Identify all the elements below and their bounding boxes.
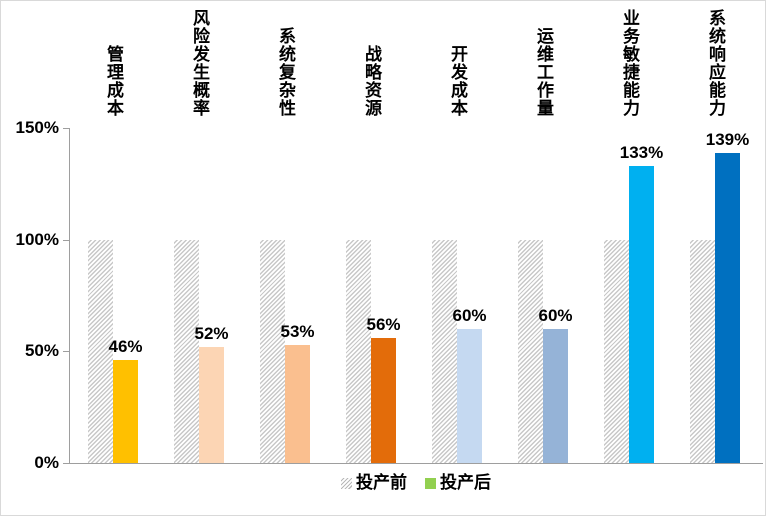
bar-before xyxy=(260,239,285,463)
category-label: 系统复杂性 xyxy=(276,27,295,117)
y-tick-mark xyxy=(63,128,69,129)
bar-before xyxy=(432,239,457,463)
bar-before xyxy=(88,239,113,463)
bar-after xyxy=(715,152,740,463)
category-label: 开发成本 xyxy=(448,45,467,117)
category-label: 系统响应能力 xyxy=(706,9,725,117)
legend-swatch-before xyxy=(341,477,352,489)
y-tick-mark xyxy=(63,463,69,464)
value-label: 60% xyxy=(452,306,487,325)
category-label: 风险发生概率 xyxy=(190,9,209,117)
legend-entry-before: 投产前 xyxy=(341,473,407,493)
x-axis-line xyxy=(63,463,763,464)
bar-before xyxy=(690,239,715,463)
bar-before xyxy=(346,239,371,463)
legend-swatch-after xyxy=(425,477,436,489)
bar-after xyxy=(457,329,482,463)
category-label: 业务敏捷能力 xyxy=(620,9,639,117)
y-axis-line xyxy=(69,128,70,463)
legend-label-before: 投产前 xyxy=(356,473,407,492)
value-label: 133% xyxy=(619,142,664,162)
value-label: 53% xyxy=(280,321,315,341)
y-tick-mark xyxy=(63,351,69,353)
bar-before xyxy=(174,239,199,463)
y-tick-mark xyxy=(63,239,69,241)
value-label: 52% xyxy=(194,323,229,343)
bar-before xyxy=(604,239,629,463)
bar-after xyxy=(371,337,396,463)
bar-after xyxy=(543,329,568,463)
category-label: 管理成本 xyxy=(104,45,123,117)
bar-after xyxy=(113,360,138,463)
legend-label-after: 投产后 xyxy=(440,473,491,492)
value-label: 46% xyxy=(108,337,143,357)
y-tick-label: 150% xyxy=(15,118,59,137)
value-label: 60% xyxy=(538,306,573,325)
bar-before xyxy=(518,239,543,463)
legend-entry-after: 投产后 xyxy=(425,473,491,493)
legend: 投产前 投产后 xyxy=(69,473,763,493)
category-label: 运维工作量 xyxy=(534,27,553,117)
category-label: 战略资源 xyxy=(362,45,381,117)
y-tick-label: 100% xyxy=(15,229,59,249)
value-label: 139% xyxy=(705,129,750,149)
bar-after xyxy=(285,344,310,463)
y-tick-label: 0% xyxy=(34,453,59,472)
bar-after xyxy=(629,165,654,463)
value-label: 56% xyxy=(366,314,401,334)
bar-after xyxy=(199,346,224,463)
y-tick-label: 50% xyxy=(24,341,59,361)
